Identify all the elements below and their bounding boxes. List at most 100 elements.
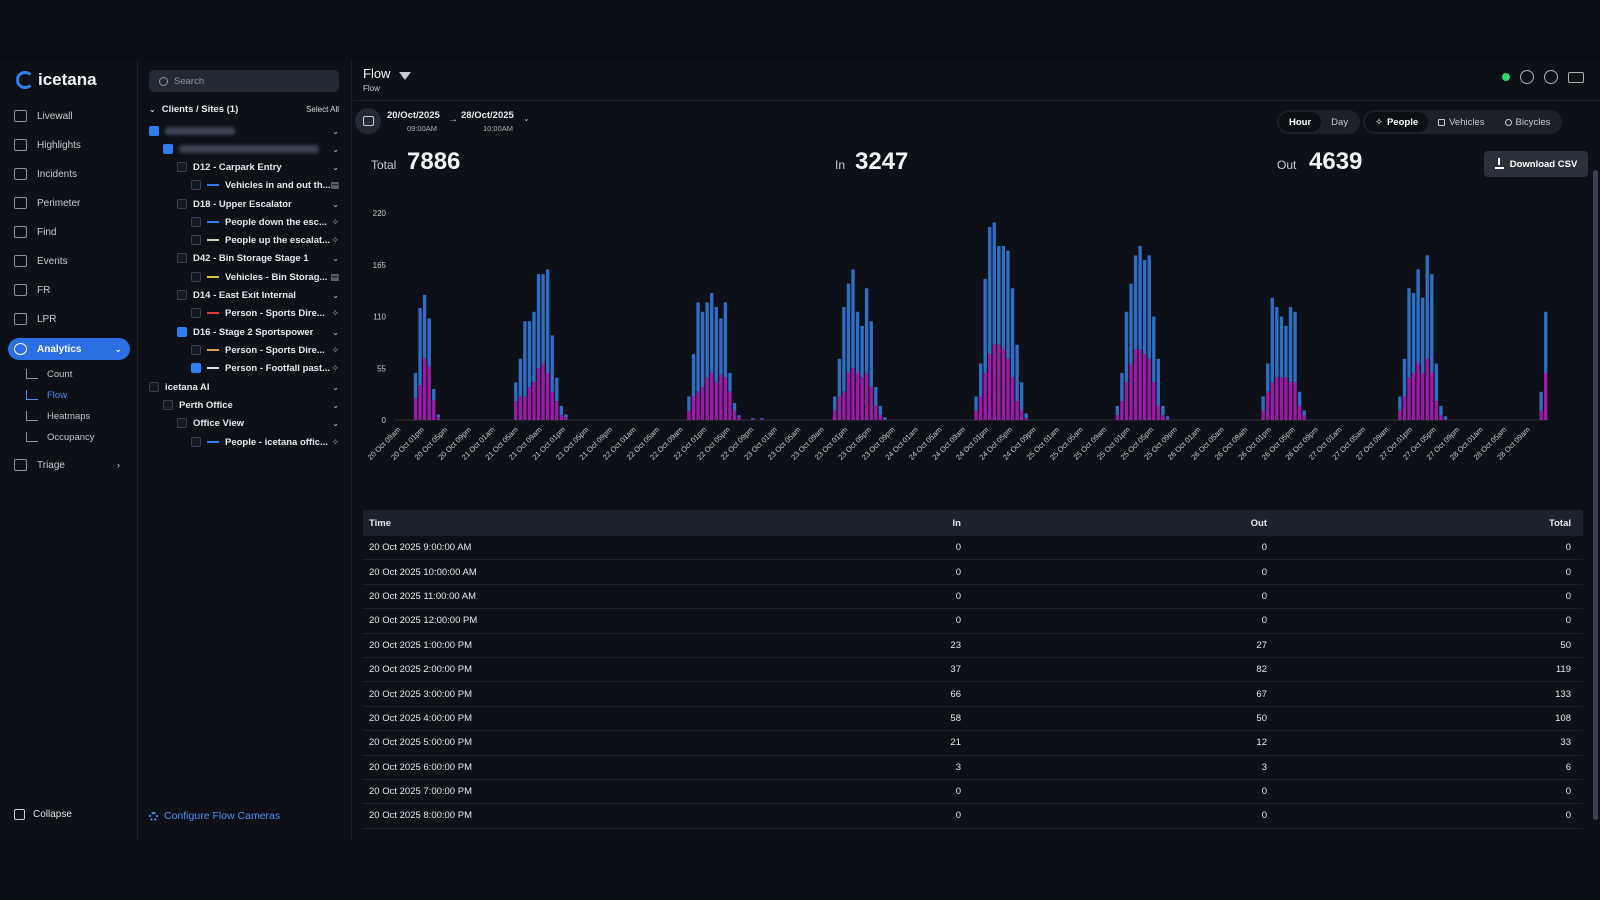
col-time[interactable]: Time [369,517,392,529]
checkbox[interactable] [191,308,201,318]
nav-item-highlights[interactable]: Highlights [12,134,128,156]
checkbox[interactable] [149,382,159,392]
tree-camera-row[interactable]: Office View ⌄ [177,415,339,431]
tree-line-row[interactable]: Person - Sports Dire... ✧ [191,305,339,321]
nav-item-triage[interactable]: Triage › [12,454,128,476]
nav-item-events[interactable]: Events [12,250,128,272]
tree-line-row[interactable]: Vehicles in and out th... ▤ [191,177,339,193]
tree-label: D16 - Stage 2 Sportspower [193,326,314,338]
download-csv-button[interactable]: Download CSV [1484,151,1588,177]
settings-gear-icon[interactable] [1520,70,1534,84]
table-row[interactable]: 20 Oct 2025 7:00:00 PM 0 0 0 [363,780,1583,805]
table-row[interactable]: 20 Oct 2025 6:00:00 PM 3 3 6 [363,756,1583,780]
clients-sites-header[interactable]: ⌄ Clients / Sites (1) Select All [149,104,339,115]
granularity-hour[interactable]: Hour [1279,112,1322,132]
checkbox[interactable] [191,235,201,245]
tree-camera-row[interactable]: D14 - East Exit Internal ⌄ [177,287,339,303]
checkbox[interactable] [191,217,201,227]
bar-out [978,363,983,397]
nav-item-livewall[interactable]: Livewall [12,105,128,127]
tree-line-row[interactable]: Vehicles - Bin Storag... ▤ [191,269,339,285]
checkbox[interactable] [191,345,201,355]
nav-item-incidents[interactable]: Incidents [12,163,128,185]
tree-line-row[interactable]: People down the esc... ✧ [191,214,339,230]
table-row[interactable]: 20 Oct 2025 2:00:00 PM 37 82 119 [363,658,1583,683]
checkbox[interactable] [177,162,187,172]
nav-item-find[interactable]: Find [12,221,128,243]
tree-camera-row[interactable]: D12 - Carpark Entry ⌄ [177,159,339,175]
bar-in [1270,382,1274,420]
bar-in [1129,363,1133,420]
filter-icon[interactable] [399,72,411,80]
checkbox[interactable] [191,437,201,447]
tree-line-row[interactable]: People up the escalat... ✧ [191,232,339,248]
sub-item-flow[interactable]: Flow [26,386,67,404]
collapse-button[interactable]: Collapse [14,809,72,820]
checkbox[interactable] [177,327,187,337]
language-icon[interactable] [1568,71,1584,83]
tree-site-row[interactable]: Perth Office ⌄ [163,397,339,413]
nav-item-perimeter[interactable]: Perimeter [12,192,128,214]
tree-camera-row[interactable]: D42 - Bin Storage Stage 1 ⌄ [177,250,339,266]
checkbox[interactable] [149,126,159,136]
tree-client-row[interactable]: ⌄ [149,123,339,139]
type-people[interactable]: ✧ People [1365,112,1429,132]
checkbox-checked[interactable] [191,363,201,373]
table-row[interactable]: 20 Oct 2025 1:00:00 PM 23 27 50 [363,634,1583,658]
tree-line-row[interactable]: People - icetana offic... ✧ [191,434,339,450]
triage-icon [14,459,27,471]
user-account-icon[interactable] [1544,70,1558,84]
checkbox[interactable] [163,144,173,154]
end-date[interactable]: 28/Oct/2025 [461,110,514,121]
person-icon: ✧ [331,362,339,373]
checkbox[interactable] [177,290,187,300]
nav-label: Highlights [37,139,81,151]
nav-item-fr[interactable]: FR [12,279,128,301]
type-bicycles[interactable]: Bicycles [1495,112,1561,132]
type-vehicles[interactable]: Vehicles [1428,112,1494,132]
col-total[interactable]: Total [1549,517,1571,529]
table-row[interactable]: 20 Oct 2025 11:00:00 AM 0 0 0 [363,585,1583,610]
sub-item-heatmaps[interactable]: Heatmaps [26,407,90,425]
bar-in [710,372,714,420]
tree-line-row[interactable]: Person - Footfall past... ✧ [191,360,339,376]
checkbox[interactable] [191,180,201,190]
table-row[interactable]: 20 Oct 2025 3:00:00 PM 66 67 133 [363,682,1583,707]
checkbox[interactable] [177,418,187,428]
tree-site-row[interactable]: ⌄ [163,141,339,157]
date-range-picker-button[interactable] [355,108,381,134]
configure-flow-cameras-link[interactable]: Configure Flow Cameras [149,810,280,822]
tree-camera-row[interactable]: D18 - Upper Escalator ⌄ [177,196,339,212]
nav-item-lpr[interactable]: LPR [12,308,128,330]
table-row[interactable]: 20 Oct 2025 4:00:00 PM 58 50 108 [363,707,1583,732]
tree-client-row[interactable]: icetana AI ⌄ [149,379,339,395]
tree-camera-row[interactable]: D16 - Stage 2 Sportspower ⌄ [177,324,339,340]
checkbox[interactable] [163,400,173,410]
sub-item-count[interactable]: Count [26,365,72,383]
nav-item-analytics[interactable]: Analytics ⌄ [8,338,130,360]
select-all-link[interactable]: Select All [306,105,339,114]
col-out[interactable]: Out [1250,517,1267,529]
table-row[interactable]: 20 Oct 2025 8:00:00 PM 0 0 0 [363,804,1583,829]
tree-label: Person - Footfall past... [225,362,330,374]
table-row[interactable]: 20 Oct 2025 9:00:00 AM 0 0 0 [363,536,1583,561]
granularity-day[interactable]: Day [1331,116,1349,128]
start-date[interactable]: 20/Oct/2025 [387,110,440,121]
sub-item-occupancy[interactable]: Occupancy [26,428,95,446]
chevron-down-icon[interactable]: ⌄ [523,114,530,123]
tree-label: icetana AI [165,381,210,393]
brand-logo[interactable]: icetana [16,70,97,90]
checkbox[interactable] [191,272,201,282]
table-row[interactable]: 20 Oct 2025 12:00:00 PM 0 0 0 [363,609,1583,634]
bar-in [1165,419,1170,420]
search-input[interactable]: Search [149,70,339,92]
tree-line-row[interactable]: Person - Sports Dire... ✧ [191,342,339,358]
col-in[interactable]: In [952,517,961,529]
table-row[interactable]: 20 Oct 2025 10:00:00 AM 0 0 0 [363,560,1583,585]
checkbox[interactable] [177,253,187,263]
table-row[interactable]: 20 Oct 2025 5:00:00 PM 21 12 33 [363,731,1583,756]
bar-out [974,396,978,411]
bar-out [550,335,554,392]
checkbox[interactable] [177,199,187,209]
scrollbar[interactable] [1593,170,1598,820]
